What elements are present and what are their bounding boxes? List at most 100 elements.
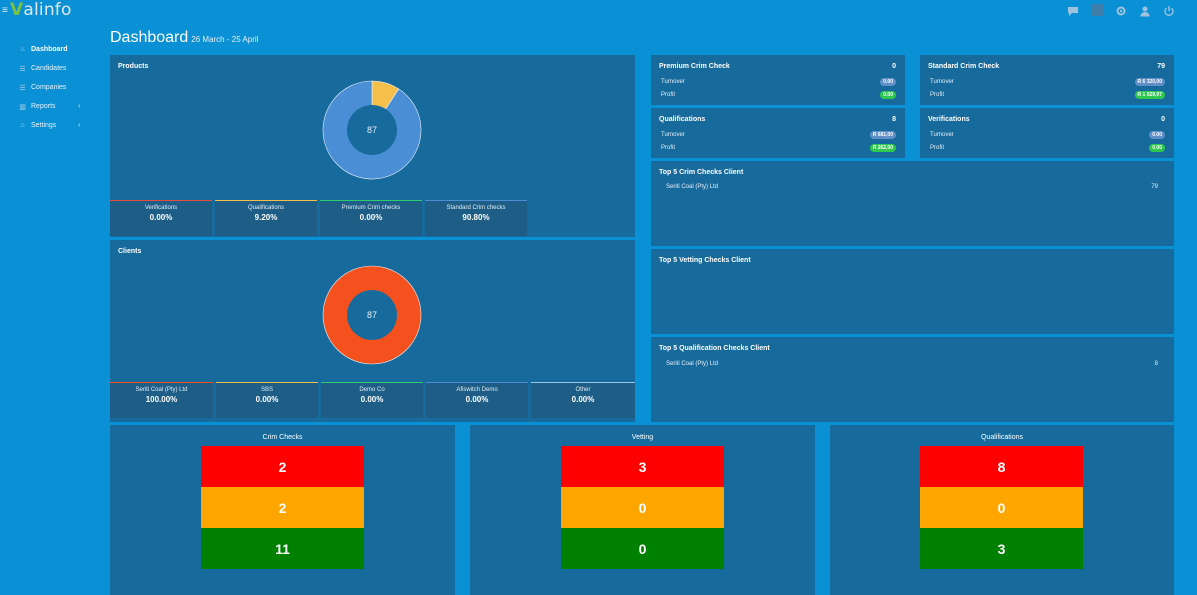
top5-qualification-panel: Top 5 Qualification Checks Client Seriti… (651, 337, 1174, 422)
sidebar-item-companies[interactable]: ☰ Companies (0, 78, 100, 97)
summary-green-block: 0 (561, 528, 724, 569)
summary-red-block: 3 (561, 446, 724, 487)
kpi-turnover-label: Turnover (661, 79, 685, 85)
kpi-title: Standard Crim Check (928, 63, 1000, 70)
top5-crim-panel: Top 5 Crim Checks Client Seriti Coal (Pt… (651, 161, 1174, 246)
kpi-turnover-label: Turnover (930, 132, 954, 138)
donut-total: 87 (367, 310, 377, 320)
stat-client-seriti: Seriti Coal (Pty) Ltd 100.00% (110, 382, 213, 418)
summary-vetting: Vetting 3 0 0 (470, 425, 815, 595)
stat-label: Other (575, 387, 591, 393)
donut-total: 87 (367, 125, 377, 135)
stat-value: 100.00% (145, 395, 178, 404)
kpi-profit-value: R 1 929,97 (1134, 91, 1165, 99)
stat-label: Verifications (144, 205, 178, 211)
top5-row-name: Seriti Coal (Pty) Ltd (666, 361, 719, 367)
kpi-card-qualifications: Qualifications 8 Turnover R 681,00 Profi… (651, 108, 905, 158)
building-icon: ☰ (19, 84, 26, 92)
gear-icon[interactable] (1115, 4, 1127, 16)
summary-title: Qualifications (980, 434, 1024, 441)
products-panel: Products 87 Verifications 0.00% Qualific… (110, 55, 635, 237)
sidebar: ⌂ Dashboard ☰ Candidates ☰ Companies ▥ R… (0, 40, 100, 135)
stat-label: Demo Co (359, 387, 385, 393)
top5-vetting-panel: Top 5 Vetting Checks Client (651, 249, 1174, 334)
kpi-profit-label: Profit (930, 92, 945, 98)
stat-client-sbs: SBS 0.00% (216, 382, 318, 418)
summary-amber-block: 0 (920, 487, 1083, 528)
kpi-count: 8 (892, 116, 896, 123)
summary-amber-block: 2 (201, 487, 364, 528)
page-title: Dashboard 26 March - 25 April (110, 29, 258, 47)
toolbar-divider (1091, 4, 1103, 16)
sidebar-item-candidates[interactable]: ☰ Candidates (0, 59, 100, 78)
kpi-profit-value: 0.00 (1149, 144, 1165, 152)
menu-icon[interactable]: ≡ (2, 5, 8, 16)
kpi-profit-value: 0.00 (880, 91, 896, 99)
top5-row-value: 79 (1151, 184, 1158, 190)
stat-label: Seriti Coal (Pty) Ltd (135, 387, 188, 393)
sidebar-item-settings[interactable]: ⌂ Settings ‹ (0, 116, 100, 135)
power-icon[interactable] (1163, 4, 1175, 17)
summary-green-block: 3 (920, 528, 1083, 569)
panel-title: Top 5 Vetting Checks Client (659, 257, 751, 264)
sidebar-item-label: Candidates (31, 65, 67, 72)
stat-client-demo-co: Demo Co 0.00% (321, 382, 423, 418)
stat-label: Afiswitch Demo (456, 387, 498, 393)
list-icon: ☰ (19, 65, 26, 73)
stat-verifications: Verifications 0.00% (110, 200, 212, 236)
kpi-count: 79 (1157, 63, 1165, 70)
home-icon: ⌂ (20, 46, 25, 53)
date-range: 26 March - 25 April (191, 35, 259, 44)
panel-title: Top 5 Crim Checks Client (659, 169, 744, 176)
sidebar-item-reports[interactable]: ▥ Reports ‹ (0, 97, 100, 116)
kpi-card-verifications: Verifications 0 Turnover 0.00 Profit 0.0… (920, 108, 1174, 158)
summary-qualifications: Qualifications 8 0 3 (830, 425, 1174, 595)
stat-client-afiswitch: Afiswitch Demo 0.00% (426, 382, 528, 418)
products-donut-chart: 87 (322, 80, 422, 180)
kpi-turnover-value: 0.00 (880, 78, 896, 86)
kpi-card-premium-crim: Premium Crim Check 0 Turnover 0.00 Profi… (651, 55, 905, 105)
panel-title: Top 5 Qualification Checks Client (659, 345, 770, 352)
chevron-left-icon: ‹ (78, 103, 81, 110)
stat-value: 0.00% (465, 395, 489, 404)
kpi-profit-value: R 262,00 (869, 144, 896, 152)
kpi-count: 0 (892, 63, 896, 70)
chart-icon: ▥ (19, 103, 26, 111)
summary-red-block: 8 (920, 446, 1083, 487)
stat-label: Qualifications (247, 205, 285, 211)
stat-value: 0.00% (359, 213, 383, 222)
panel-title: Clients (118, 248, 142, 255)
stat-value: 90.80% (462, 213, 490, 222)
stat-premium-crim: Premium Crim checks 0.00% (320, 200, 422, 236)
stat-standard-crim: Standard Crim checks 90.80% (425, 200, 527, 236)
kpi-count: 0 (1161, 116, 1165, 123)
user-icon[interactable] (1139, 4, 1151, 17)
app-logo[interactable]: Valinfo (10, 0, 72, 20)
chat-icon[interactable] (1067, 4, 1079, 16)
kpi-title: Verifications (928, 116, 970, 123)
summary-red-block: 2 (201, 446, 364, 487)
kpi-turnover-value: 0.00 (1149, 131, 1165, 139)
top5-row-value: 8 (1154, 361, 1158, 367)
kpi-turnover-value: R 6 320,00 (1134, 78, 1165, 86)
sidebar-item-label: Reports (31, 103, 56, 110)
bank-icon: ⌂ (20, 122, 25, 129)
top-icons (1067, 4, 1175, 17)
stat-value: 0.00% (571, 395, 595, 404)
kpi-profit-label: Profit (930, 145, 945, 151)
kpi-title: Qualifications (659, 116, 706, 123)
kpi-profit-label: Profit (661, 92, 676, 98)
kpi-card-standard-crim: Standard Crim Check 79 Turnover R 6 320,… (920, 55, 1174, 105)
stat-value: 0.00% (255, 395, 279, 404)
kpi-profit-label: Profit (661, 145, 676, 151)
page-title-text: Dashboard (110, 29, 189, 46)
sidebar-item-dashboard[interactable]: ⌂ Dashboard (0, 40, 100, 59)
stat-value: 0.00% (149, 213, 173, 222)
kpi-turnover-label: Turnover (930, 79, 954, 85)
stat-client-other: Other 0.00% (531, 382, 635, 418)
stat-label: Standard Crim checks (446, 205, 506, 211)
sidebar-item-label: Companies (31, 84, 67, 91)
kpi-title: Premium Crim Check (659, 63, 730, 70)
stat-qualifications: Qualifications 9.20% (215, 200, 317, 236)
sidebar-item-label: Dashboard (31, 46, 68, 53)
